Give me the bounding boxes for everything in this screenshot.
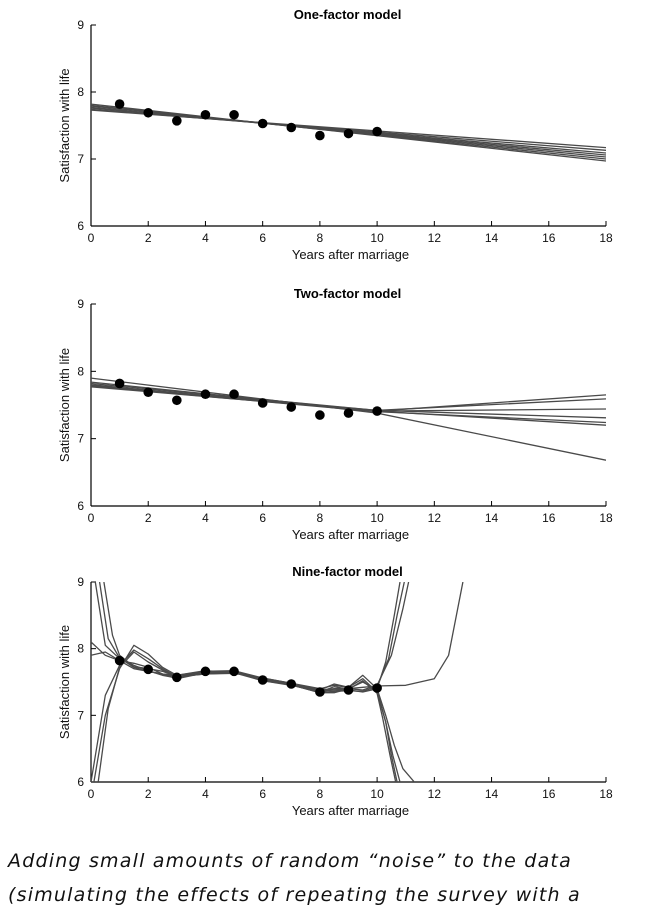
chart3-data-point — [372, 683, 382, 693]
chart3-data-point — [200, 666, 211, 677]
chart3-x-axis-label: Years after marriage — [292, 803, 409, 818]
chart3-title: Nine-factor model — [292, 564, 403, 579]
chart2-y-tick-label: 8 — [77, 364, 84, 378]
chart3-fit-line-6 — [93, 644, 401, 782]
chart3-x-tick-label: 0 — [88, 787, 95, 801]
chart2-data-point — [343, 408, 354, 418]
chart1-x-tick-label: 8 — [317, 231, 324, 245]
chart2-data-point — [143, 387, 154, 398]
chart2-y-tick-label: 7 — [77, 432, 84, 446]
chart3-data-point — [114, 655, 125, 666]
chart3-y-tick-label: 7 — [77, 708, 84, 722]
chart1-y-axis-label: Satisfaction with life — [57, 68, 72, 182]
chart2-x-tick-label: 4 — [202, 511, 209, 525]
chart1-data-point — [315, 130, 325, 141]
chart1-data-point — [343, 128, 354, 139]
chart2-x-tick-label: 12 — [428, 511, 442, 525]
chart1-x-tick-label: 2 — [145, 231, 152, 245]
chart3-x-tick-label: 18 — [599, 787, 613, 801]
chart2-data-point — [114, 378, 125, 389]
chart2-x-tick-label: 16 — [542, 511, 556, 525]
chart2-fit-line-1 — [91, 381, 606, 412]
caption-line-2: (simulating the effects of repeating the… — [8, 884, 581, 906]
chart1-x-tick-label: 16 — [542, 231, 556, 245]
chart3-x-tick-label: 14 — [485, 787, 499, 801]
chart3-fit-line-8 — [91, 641, 398, 782]
chart1-x-tick-label: 14 — [485, 231, 499, 245]
chart1-y-tick-label: 6 — [77, 219, 84, 233]
chart1-data-point — [114, 99, 125, 109]
chart1-data-point — [372, 126, 382, 137]
chart2-x-tick-label: 0 — [88, 511, 95, 525]
chart3-data-point — [229, 666, 239, 677]
chart1-y-tick-label: 7 — [77, 152, 84, 166]
chart3-y-tick-label: 9 — [77, 575, 84, 589]
chart2-x-tick-label: 2 — [145, 511, 152, 525]
chart1-x-tick-label: 6 — [259, 231, 266, 245]
charts-canvas: 0 2 4 6 8 10 12 14 16 18 6 7 8 9 One-factor model Years… — [57, 7, 613, 818]
chart1-data-point — [200, 109, 211, 120]
caption-line-1: Adding small amounts of random “noise” t… — [8, 850, 572, 872]
chart3-x-tick-label: 2 — [145, 787, 152, 801]
chart3-x-tick-label: 16 — [542, 787, 556, 801]
chart1-x-tick-label: 12 — [428, 231, 442, 245]
chart1-data-point — [143, 107, 154, 118]
chart3-fit-line-4 — [91, 582, 464, 692]
chart3-data-point — [257, 675, 268, 685]
chart2-x-tick-label: 8 — [317, 511, 324, 525]
chart3-x-tick-label: 12 — [428, 787, 442, 801]
chart1-x-tick-label: 0 — [88, 231, 95, 245]
chart3-data-point — [143, 664, 154, 675]
chart3-data-point — [343, 685, 354, 695]
chart2-x-tick-label: 10 — [370, 511, 384, 525]
chart2-data-point — [257, 398, 268, 408]
chart2-data-point — [286, 402, 297, 412]
chart1-y-tick-label: 9 — [77, 18, 84, 32]
chart2-data-point — [315, 410, 325, 420]
chart3-x-tick-label: 6 — [259, 787, 266, 801]
chart3-data-point — [315, 687, 325, 697]
chart3-fit-line-7 — [97, 651, 397, 782]
chart1-panel: 0 2 4 6 8 10 12 14 16 18 6 7 8 9 One-factor model Years… — [57, 7, 613, 262]
chart3-x-tick-label: 4 — [202, 787, 209, 801]
chart1-x-axis-label: Years after marriage — [292, 247, 409, 262]
chart2-x-tick-label: 18 — [599, 511, 613, 525]
chart1-x-tick-label: 18 — [599, 231, 613, 245]
chart2-fit-lines — [91, 377, 606, 461]
chart1-data-point — [286, 122, 297, 133]
chart3-data-point — [172, 672, 182, 683]
chart3-data-point — [286, 679, 297, 689]
chart2-title: Two-factor model — [294, 286, 401, 301]
chart2-y-tick-label: 9 — [77, 297, 84, 311]
chart2-y-axis-label: Satisfaction with life — [57, 348, 72, 462]
chart3-x-tick-label: 10 — [370, 787, 384, 801]
chart2-data-point — [229, 389, 239, 400]
chart1-data-point — [172, 116, 182, 126]
chart3-y-tick-label: 6 — [77, 775, 84, 789]
chart1-data-point — [229, 109, 239, 120]
chart1-y-tick-label: 8 — [77, 85, 84, 99]
chart1-title: One-factor model — [294, 7, 402, 22]
chart2-x-tick-label: 14 — [485, 511, 499, 525]
chart3-y-axis-label: Satisfaction with life — [57, 625, 72, 739]
chart3-panel: 0 2 4 6 8 10 12 14 16 18 6 7 8 9 Nine-factor model Year… — [57, 564, 613, 818]
chart2-data-point — [172, 395, 182, 406]
chart2-x-axis-label: Years after marriage — [292, 527, 409, 542]
chart2-panel: 0 2 4 6 8 10 12 14 16 18 6 7 8 9 Two-factor model Years… — [57, 286, 613, 542]
chart2-data-point — [200, 389, 211, 400]
chart3-y-tick-label: 8 — [77, 642, 84, 656]
chart3-fit-lines — [91, 582, 464, 782]
chart2-data-point — [372, 406, 382, 416]
chart2-x-tick-label: 6 — [259, 511, 266, 525]
chart1-x-tick-label: 10 — [370, 231, 384, 245]
chart3-x-tick-label: 8 — [317, 787, 324, 801]
chart1-x-tick-label: 4 — [202, 231, 209, 245]
chart1-data-point — [257, 118, 268, 129]
chart2-y-tick-label: 6 — [77, 499, 84, 513]
